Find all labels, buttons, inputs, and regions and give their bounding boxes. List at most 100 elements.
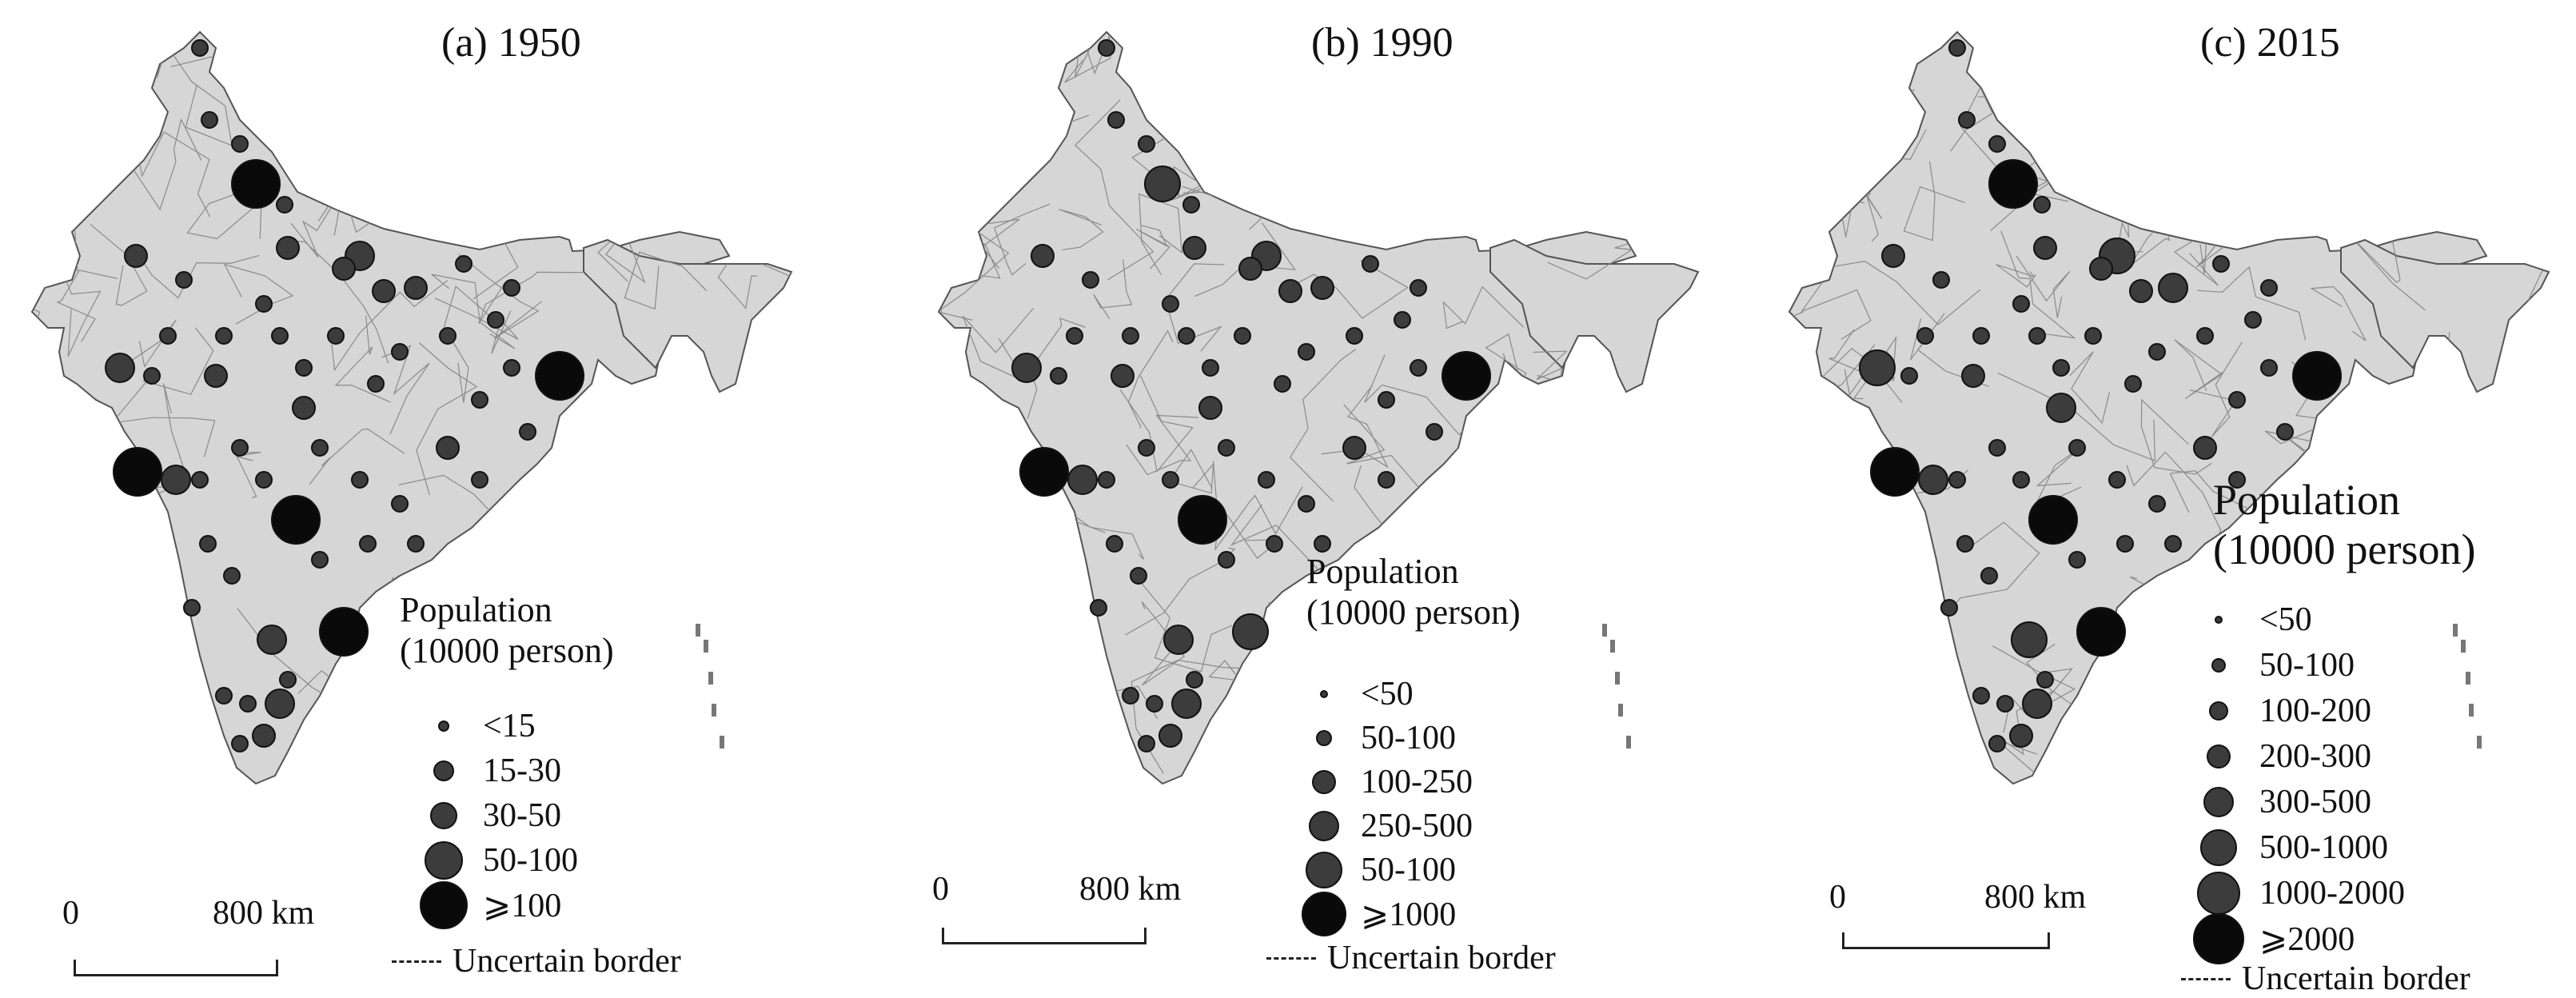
- city-marker: [1202, 359, 1219, 377]
- city-marker: [1346, 327, 1363, 345]
- legend-circle-icon: [1306, 851, 1342, 888]
- city-marker: [1378, 391, 1395, 409]
- border-note-label: Uncertain border: [2242, 960, 2470, 997]
- legend-label: <15: [483, 708, 536, 745]
- city-marker: [1274, 375, 1291, 393]
- legend-circle-icon: [420, 881, 468, 929]
- island-shape: [2453, 624, 2458, 637]
- legend-symbol-cell: [2189, 733, 2248, 779]
- city-marker: [2089, 257, 2113, 281]
- city-marker: [1310, 276, 1334, 300]
- city-marker: [2193, 436, 2217, 460]
- legend-title: Population (10000 person): [2213, 475, 2475, 574]
- city-marker: [215, 327, 233, 345]
- city-marker: [2148, 495, 2166, 513]
- legend-label: 100-250: [1361, 763, 1473, 800]
- legend-row: 50-100: [416, 838, 578, 883]
- city-marker: [1859, 349, 1896, 386]
- city-marker: [1972, 327, 1990, 345]
- legend-symbol-cell: [2189, 870, 2248, 916]
- legend-title-line1: Population: [400, 590, 552, 629]
- city-marker: [276, 236, 300, 260]
- legend-circle-icon: [2209, 701, 2228, 721]
- city-marker: [1138, 135, 1155, 153]
- legend-symbol-cell: [416, 838, 472, 883]
- legend-circle-icon: [2200, 828, 2237, 866]
- city-marker: [2076, 607, 2126, 657]
- legend-symbol-cell: [2189, 824, 2248, 870]
- city-marker: [1378, 471, 1395, 489]
- city-marker: [1988, 735, 2006, 752]
- city-marker: [439, 327, 457, 345]
- dashed-line-icon: [1266, 956, 1316, 960]
- city-marker: [2116, 535, 2134, 553]
- city-marker: [2276, 423, 2294, 441]
- city-marker: [191, 39, 209, 57]
- city-marker: [279, 671, 297, 689]
- island-shape: [1626, 736, 1631, 748]
- uncertain-border-note: Uncertain border: [2181, 960, 2470, 998]
- legend-title: Population (10000 person): [400, 590, 614, 671]
- city-marker: [1426, 423, 1443, 441]
- city-marker: [2292, 351, 2342, 401]
- legend-row: <50: [1298, 672, 1414, 716]
- legend-row: ⩾1000: [1298, 891, 1456, 936]
- city-marker: [1238, 257, 1262, 281]
- city-marker: [1171, 689, 1202, 719]
- legend-label: <50: [1361, 675, 1414, 713]
- dashed-line-icon: [392, 960, 441, 963]
- legend-row: 50-100: [1298, 716, 1456, 760]
- city-marker: [2046, 393, 2076, 423]
- city-marker: [1298, 343, 1315, 361]
- legend-circle-icon: [1316, 729, 1332, 746]
- city-marker: [1988, 159, 2038, 209]
- city-marker: [1996, 695, 2014, 713]
- city-marker: [1107, 111, 1125, 129]
- city-marker: [1162, 471, 1179, 489]
- city-marker: [2260, 359, 2278, 377]
- city-marker: [1232, 613, 1269, 650]
- city-marker: [2260, 279, 2278, 297]
- city-marker: [1198, 396, 1222, 420]
- city-marker: [2012, 471, 2030, 489]
- city-marker: [519, 423, 536, 441]
- city-marker: [1342, 436, 1366, 460]
- island-shape: [2466, 672, 2470, 685]
- city-marker: [175, 271, 193, 289]
- city-marker: [503, 359, 520, 377]
- legend-row: 30-50: [416, 793, 561, 838]
- legend-label: 100-200: [2259, 692, 2371, 729]
- city-marker: [1918, 465, 1948, 495]
- legend-row: 1000-2000: [2189, 870, 2405, 916]
- city-marker: [255, 471, 273, 489]
- city-marker: [391, 343, 409, 361]
- india-land-shape: [1788, 30, 2488, 785]
- city-marker: [1314, 535, 1331, 553]
- legend-circle-icon: [1302, 891, 1346, 936]
- legend-row: 50-100: [1298, 848, 1456, 892]
- legend-circle-icon: [2193, 912, 2244, 964]
- city-marker: [113, 447, 162, 497]
- island-shape: [720, 736, 724, 748]
- city-marker: [1111, 364, 1134, 388]
- city-marker: [471, 391, 488, 409]
- legend-row: 100-250: [1298, 760, 1473, 804]
- legend-symbol-cell: [416, 881, 472, 929]
- legend-title-line1: Population: [1306, 552, 1459, 591]
- city-marker: [2036, 671, 2054, 689]
- city-marker: [223, 567, 241, 585]
- city-marker: [1988, 135, 2006, 153]
- city-marker: [2108, 471, 2126, 489]
- legend-symbol-cell: [1298, 760, 1350, 804]
- island-shape: [2477, 736, 2482, 748]
- city-marker: [215, 687, 233, 705]
- legend-title-line1: Population: [2213, 476, 2401, 524]
- legend-circle-icon: [430, 802, 457, 829]
- city-marker: [1956, 535, 1974, 553]
- island-shape: [696, 624, 700, 637]
- legend-circle-icon: [438, 721, 449, 732]
- city-marker: [1122, 327, 1139, 345]
- city-marker: [1870, 447, 1920, 497]
- india-map-1990: [937, 30, 1700, 785]
- panel-title: (a) 1950: [441, 20, 581, 66]
